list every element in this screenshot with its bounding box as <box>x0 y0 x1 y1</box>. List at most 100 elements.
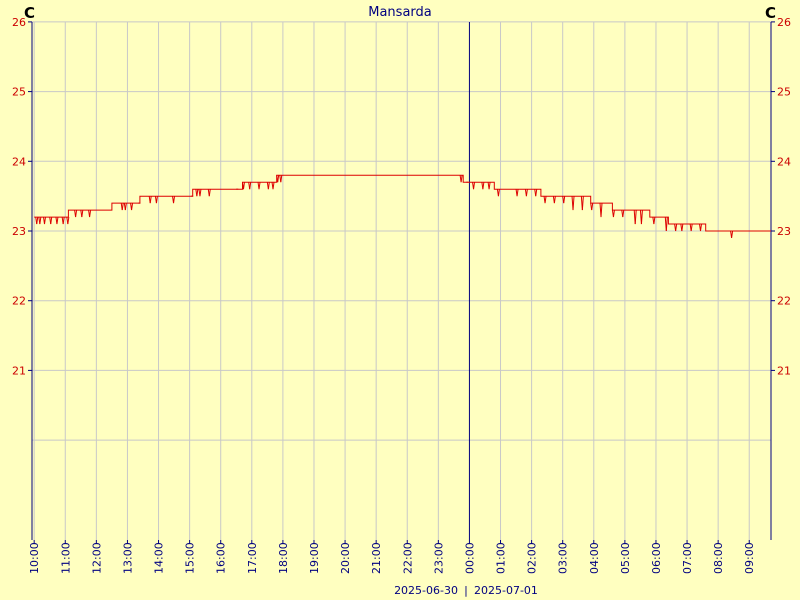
y-unit-right: C <box>765 4 776 22</box>
series-spike <box>675 223 678 232</box>
series-spike <box>39 216 42 225</box>
x-tick-label: 04:00 <box>588 542 601 574</box>
y-tick-label-right: 23 <box>777 225 791 238</box>
x-tick-label: 07:00 <box>681 542 694 574</box>
series-spike <box>121 203 124 211</box>
series-spike <box>600 203 603 218</box>
series-spike <box>196 189 199 197</box>
y-tick-label-left: 25 <box>12 86 26 99</box>
series-spike <box>249 182 252 190</box>
x-tick-label: 11:00 <box>59 542 72 574</box>
series-spike <box>267 182 270 190</box>
series-spike <box>497 189 500 197</box>
y-tick-label-right: 26 <box>777 16 791 29</box>
x-tick-label: 16:00 <box>215 542 228 574</box>
series-spike <box>544 196 547 204</box>
series-spike <box>622 210 625 218</box>
series-spike <box>124 203 127 211</box>
series-spike <box>731 230 734 239</box>
x-tick-label: 15:00 <box>184 542 197 574</box>
series-spike <box>36 216 39 225</box>
series-spike <box>591 203 594 211</box>
y-tick-label-right: 25 <box>777 86 791 99</box>
y-tick-label-left: 22 <box>12 295 26 308</box>
series-spike <box>242 182 245 190</box>
x-tick-label: 19:00 <box>308 542 321 574</box>
series-spike <box>258 182 261 190</box>
series-spike <box>640 210 643 225</box>
y-tick-label-right: 24 <box>777 155 791 168</box>
y-unit-left: C <box>24 4 35 22</box>
x-tick-label: 22:00 <box>401 542 414 574</box>
series-spike <box>690 223 693 232</box>
date-label-left: 2025-06-30 <box>394 584 458 597</box>
x-tick-label: 00:00 <box>463 542 476 574</box>
series-spike <box>460 175 463 183</box>
x-tick-label: 01:00 <box>495 542 508 574</box>
x-tick-label: 02:00 <box>526 542 539 574</box>
series-spike <box>553 196 556 204</box>
x-tick-label: 23:00 <box>432 542 445 574</box>
series-spike <box>272 182 275 190</box>
series-spike <box>75 210 78 218</box>
series-spike <box>473 182 476 190</box>
tick-labels: 21 21 22 22 23 23 24 24 25 25 26 26 10:00 11:00 12:00 1… <box>12 16 791 574</box>
series-spike <box>563 196 566 204</box>
series-spike <box>50 216 53 225</box>
y-tick-label-right: 22 <box>777 295 791 308</box>
x-tick-label: 08:00 <box>712 542 725 574</box>
series-spike <box>155 196 158 204</box>
x-tick-label: 21:00 <box>370 542 383 574</box>
y-tick-label-right: 21 <box>777 364 791 377</box>
series-spike <box>634 210 637 225</box>
x-tick-label: 20:00 <box>339 542 352 574</box>
date-separator: | <box>464 584 468 597</box>
y-tick-label-left: 21 <box>12 364 26 377</box>
series-spike <box>62 216 65 225</box>
x-tick-label: 05:00 <box>619 542 632 574</box>
series-spike <box>525 189 528 197</box>
series-spike <box>681 223 684 232</box>
series-spike <box>44 216 46 225</box>
series-spike <box>280 175 283 183</box>
series-spike <box>516 189 519 197</box>
series-layer <box>34 174 771 239</box>
x-tick-label: 17:00 <box>246 542 259 574</box>
x-tick-label: 13:00 <box>121 542 134 574</box>
y-tick-label-left: 26 <box>12 16 26 29</box>
series-spike <box>488 182 491 190</box>
grid <box>32 21 771 540</box>
series-spike <box>208 189 211 197</box>
series-spike <box>131 203 134 211</box>
chart-title: Mansarda <box>368 5 432 20</box>
series-spike <box>81 210 84 218</box>
series-spike <box>535 189 538 197</box>
series-spike <box>581 196 584 211</box>
date-label-right: 2025-07-01 <box>474 584 538 597</box>
x-tick-label: 14:00 <box>153 542 166 574</box>
series-spike <box>199 189 202 197</box>
series-spike <box>653 216 656 225</box>
series-spike <box>89 210 92 218</box>
series-line <box>34 174 771 232</box>
series-spike <box>67 216 70 225</box>
series-spike <box>56 216 59 225</box>
x-tick-label: 09:00 <box>743 542 756 574</box>
series-spike <box>612 210 615 218</box>
axes <box>28 21 775 544</box>
x-tick-label: 10:00 <box>28 542 41 574</box>
x-tick-label: 12:00 <box>90 542 103 574</box>
series-spike <box>572 196 575 211</box>
x-tick-label: 03:00 <box>557 542 570 574</box>
series-spike <box>482 182 485 190</box>
series-spike <box>149 196 152 204</box>
series-spike <box>665 217 668 232</box>
y-tick-label-left: 24 <box>12 155 26 168</box>
series-spike <box>277 175 280 183</box>
series-spike <box>173 196 176 204</box>
y-tick-label-left: 23 <box>12 225 26 238</box>
x-tick-label: 06:00 <box>650 542 663 574</box>
x-tick-label: 18:00 <box>277 542 290 574</box>
series-spike <box>699 223 702 232</box>
